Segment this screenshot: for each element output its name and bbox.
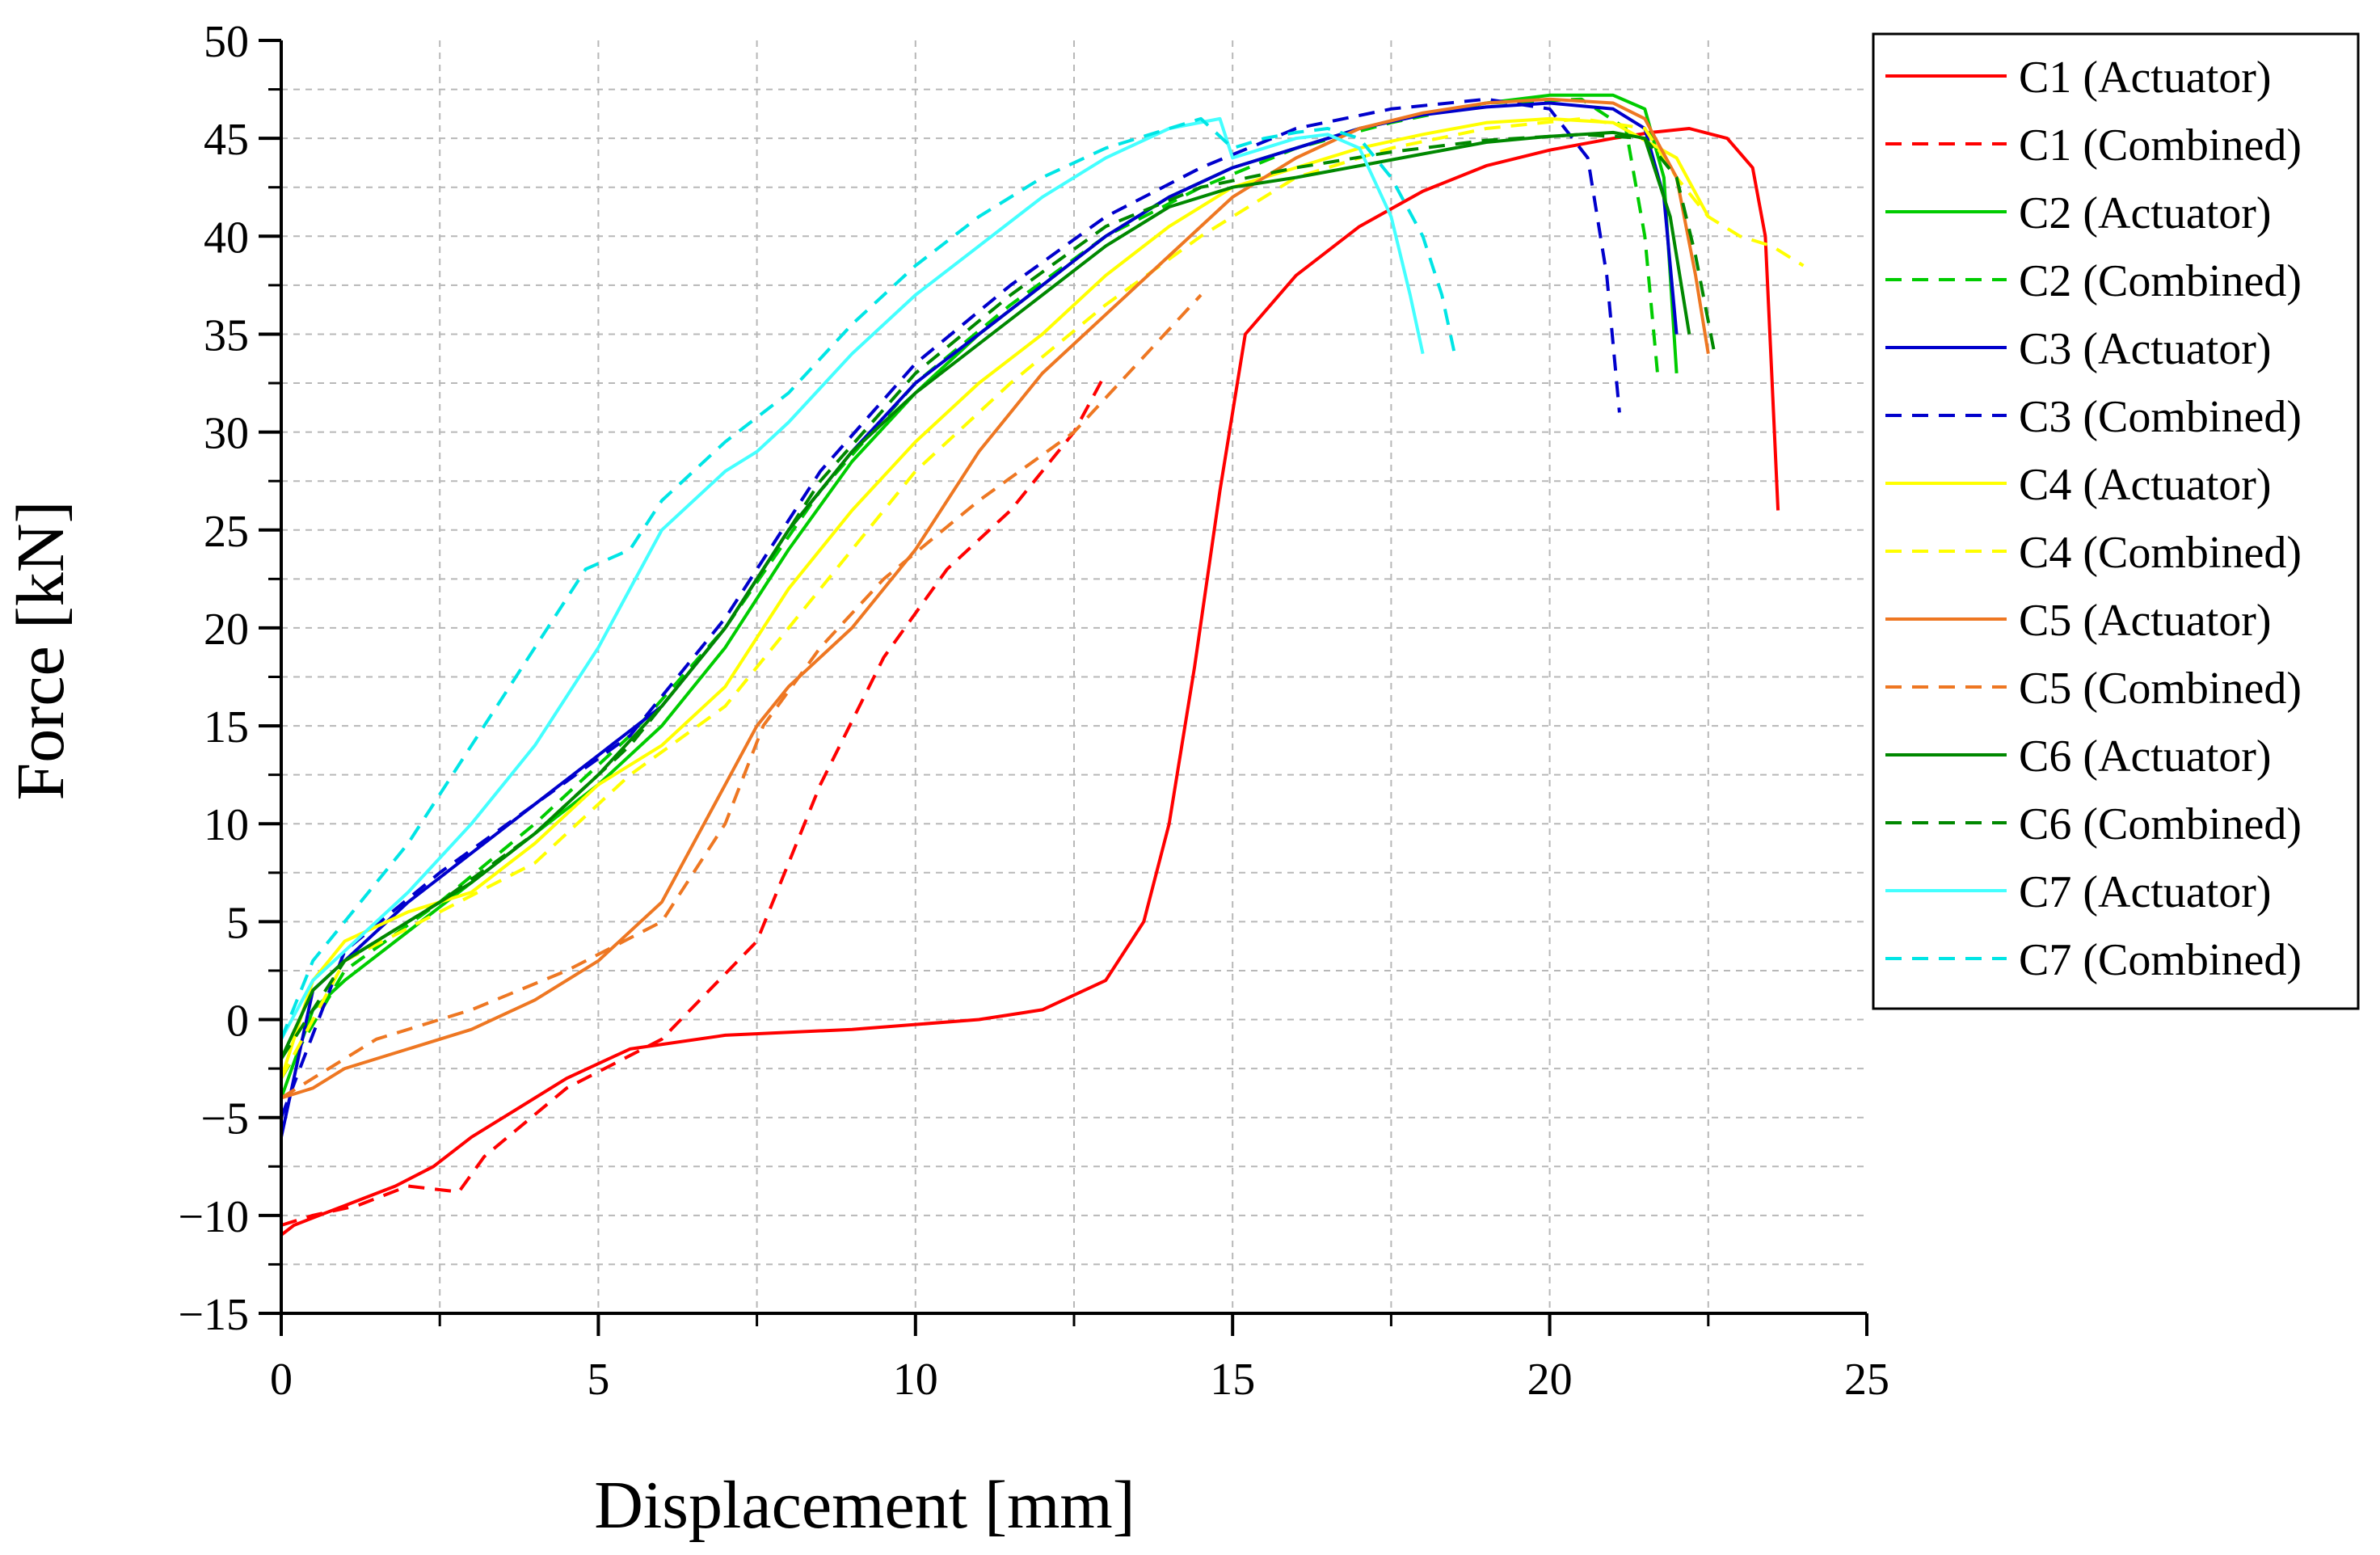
y-tick-label: 30 [204, 409, 249, 459]
legend-label-9: C5 (Actuator) [2019, 596, 2272, 646]
legend-label-8: C4 (Combined) [2019, 528, 2302, 578]
x-tick-label: 10 [893, 1355, 938, 1405]
series-line-6 [280, 97, 1621, 1119]
y-tick-label: −15 [178, 1290, 249, 1340]
series-line-12 [280, 133, 1717, 1060]
legend-label-2: C1 (Combined) [2019, 120, 2302, 171]
legend-label-3: C2 (Actuator) [2019, 188, 2272, 238]
series-line-1 [280, 127, 1780, 1237]
series-line-8 [280, 116, 1805, 1080]
series-line-13 [280, 116, 1425, 1040]
y-tick-label: 10 [204, 800, 249, 850]
x-tick-label: 0 [270, 1355, 293, 1405]
y-tick-label: 25 [204, 507, 249, 557]
legend-label-11: C6 (Actuator) [2019, 731, 2272, 782]
y-tick-label: 50 [204, 17, 249, 67]
y-tick-label: −10 [178, 1192, 249, 1242]
y-tick-label: 15 [204, 702, 249, 752]
axes: 0 5 10 15 20 25 −15 −10 −5 0 5 10 15 20 25 30 35 40 45 50 [178, 17, 1889, 1405]
series-line-7 [280, 116, 1710, 1079]
legend-label-14: C7 (Combined) [2019, 935, 2302, 985]
series-line-10 [280, 293, 1203, 1100]
series-line-5 [280, 101, 1679, 1138]
legend-label-6: C3 (Combined) [2019, 392, 2302, 442]
legend-box [1872, 32, 2360, 1010]
x-tick-label: 20 [1527, 1355, 1573, 1405]
series-line-14 [280, 116, 1456, 1040]
legend-label-13: C7 (Actuator) [2019, 867, 2272, 917]
x-tick-label: 5 [587, 1355, 609, 1405]
legend-label-1: C1 (Actuator) [2019, 53, 2272, 103]
legend: C1 (Actuator) C1 (Combined) C2 (Actuator) C… [1872, 32, 2360, 1010]
series-line-9 [280, 97, 1710, 1100]
x-tick-label: 25 [1844, 1355, 1889, 1405]
y-tick-label: 40 [204, 213, 249, 263]
plot-area [280, 93, 1805, 1237]
y-tick-label: −5 [200, 1094, 249, 1144]
grid-layer [281, 40, 1867, 1313]
legend-label-7: C4 (Actuator) [2019, 460, 2272, 510]
y-tick-label: 5 [226, 898, 249, 948]
legend-label-10: C5 (Combined) [2019, 664, 2302, 714]
legend-label-4: C2 (Combined) [2019, 256, 2302, 306]
series-line-4 [280, 97, 1659, 1080]
x-axis-title: Displacement [mm] [594, 1468, 1135, 1543]
y-tick-label: 35 [204, 310, 249, 360]
y-tick-label: 20 [204, 605, 249, 655]
y-axis-title: Force [kN] [3, 501, 78, 801]
y-tick-label: 45 [204, 115, 249, 165]
legend-label-5: C3 (Actuator) [2019, 324, 2272, 374]
series-line-2 [280, 372, 1107, 1227]
x-tick-label: 15 [1210, 1355, 1255, 1405]
y-tick-label: 0 [226, 997, 249, 1047]
legend-label-12: C6 (Combined) [2019, 799, 2302, 849]
